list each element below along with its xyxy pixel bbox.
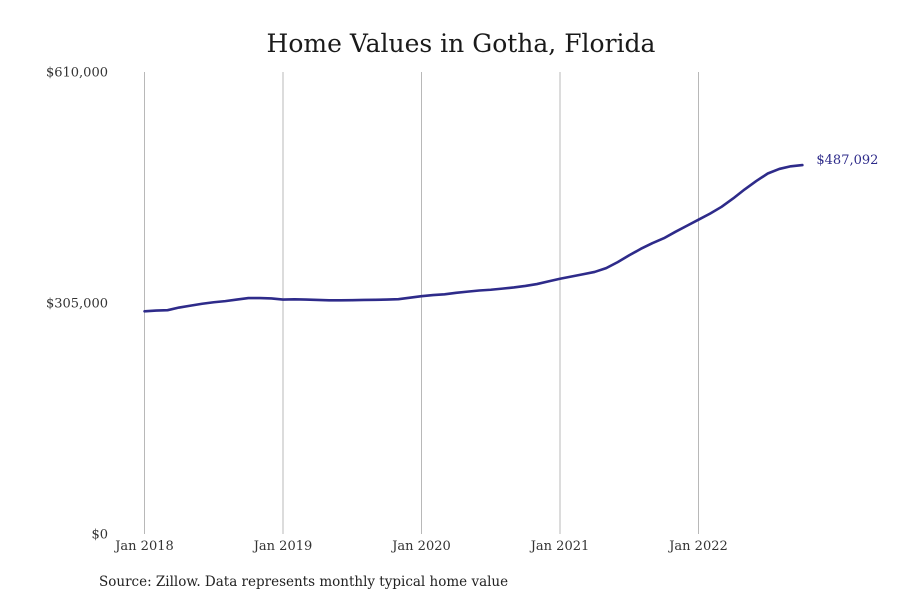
x-tick-label: Jan 2018 (113, 539, 174, 554)
chart-title: Home Values in Gotha, Florida (267, 29, 656, 58)
x-tick-label: Jan 2022 (667, 539, 728, 554)
series-line (143, 163, 804, 313)
x-axis-tick-labels: Jan 2018 Jan 2019 Jan 2020 Jan 2021 Jan 2022 (113, 539, 728, 554)
y-tick-label: $610,000 (46, 66, 108, 81)
x-tick-label: Jan 2020 (390, 539, 451, 554)
source-note: Source: Zillow. Data represents monthly … (99, 574, 508, 590)
x-tick-label: Jan 2021 (529, 539, 590, 554)
gridlines (144, 72, 699, 534)
end-value-label: $487,092 (816, 153, 878, 168)
y-tick-label: $305,000 (46, 297, 108, 312)
y-tick-label: $0 (91, 528, 108, 543)
series-layer: $487,092 (143, 153, 878, 313)
y-axis-tick-labels: $0 $305,000 $610,000 (46, 66, 108, 543)
x-tick-label: Jan 2019 (252, 539, 313, 554)
